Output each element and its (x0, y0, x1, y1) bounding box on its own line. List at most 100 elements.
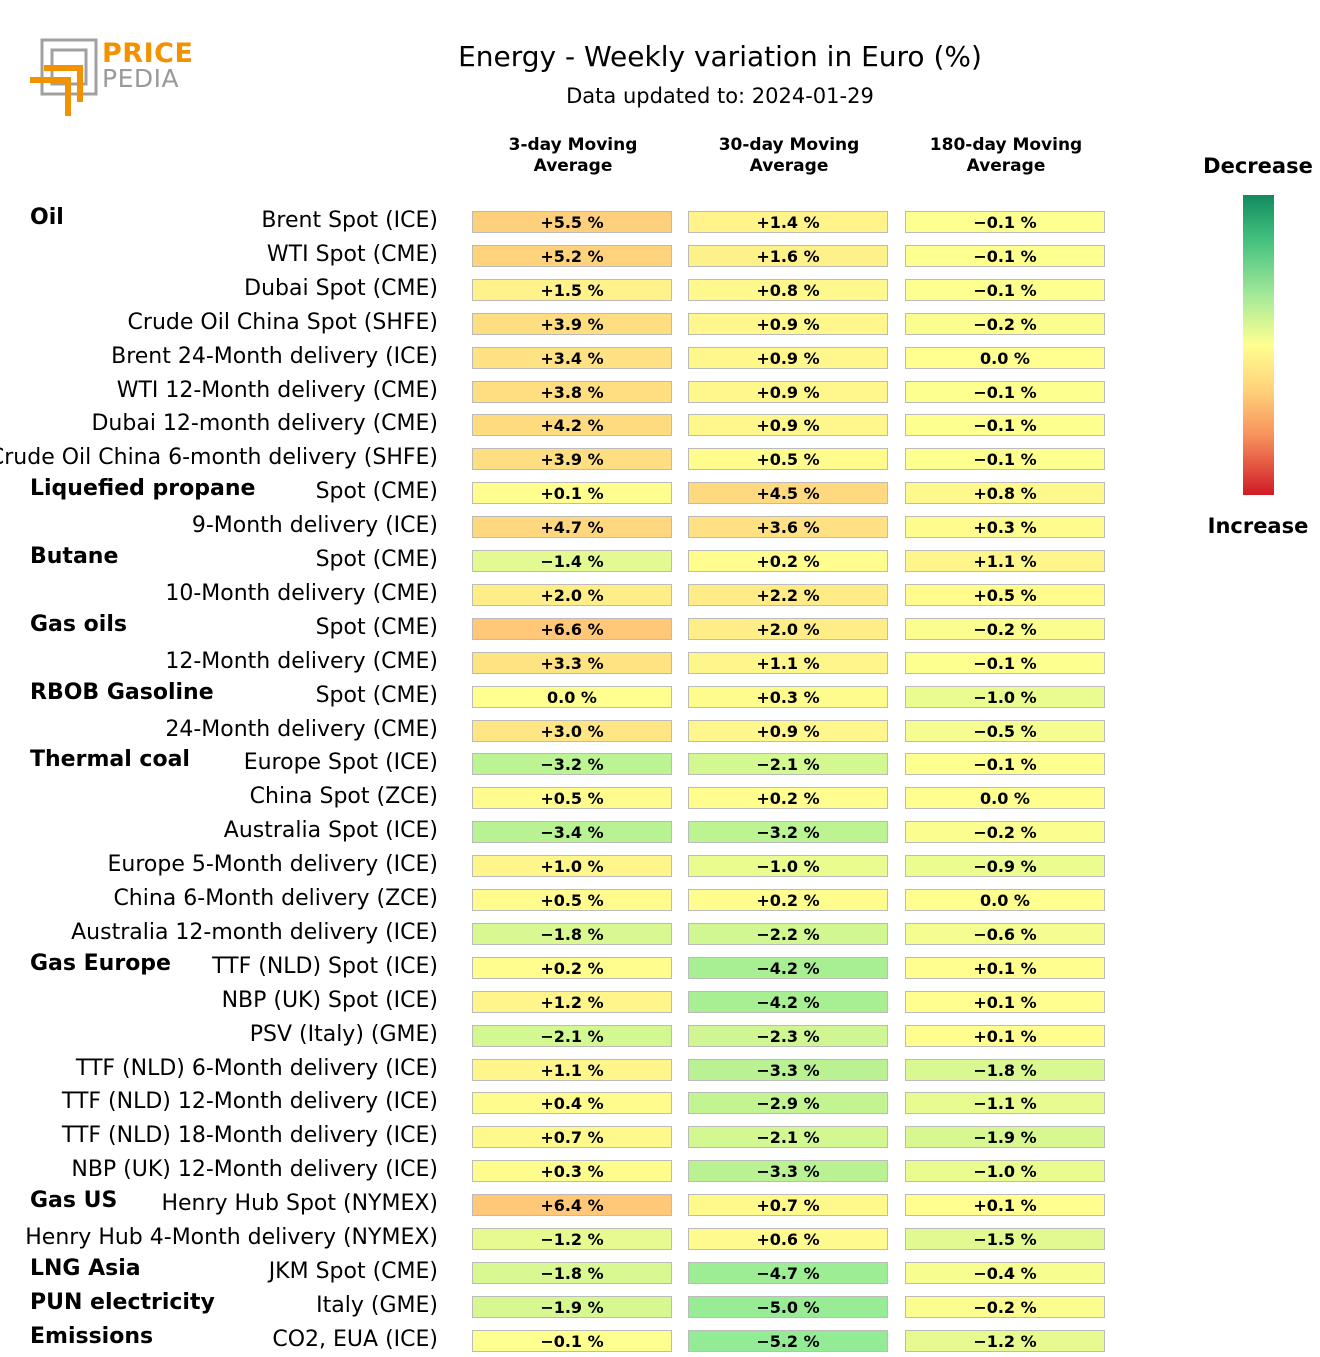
row-label: Australia 12-month delivery (ICE) (71, 919, 438, 945)
value-cell: −0.1 % (905, 211, 1105, 233)
logo-text-price: PRICE (102, 38, 194, 69)
value-cell: +0.6 % (688, 1228, 888, 1250)
row-label: Henry Hub 4-Month delivery (NYMEX) (25, 1225, 438, 1250)
row-label: WTI 12-Month delivery (CME) (116, 377, 438, 403)
row-label: Europe 5-Month delivery (ICE) (107, 852, 439, 878)
value-cell: +1.6 % (688, 244, 888, 267)
value-cell: −3.2 % (472, 753, 672, 776)
value-cell: −3.4 % (472, 821, 672, 844)
value-cell: −0.2 % (905, 312, 1105, 335)
value-cell: −1.5 % (905, 1228, 1105, 1250)
value-cell: −1.0 % (905, 685, 1105, 708)
value-cell: −0.6 % (905, 922, 1105, 945)
value-cell: +1.1 % (472, 1058, 672, 1081)
value-cell: +0.9 % (688, 380, 888, 403)
value-cell: −0.4 % (905, 1261, 1105, 1284)
value-cell: −2.2 % (688, 922, 888, 945)
value-cell: −1.0 % (688, 855, 888, 878)
value-cell: −0.2 % (905, 617, 1105, 640)
value-cell: −0.2 % (905, 821, 1105, 844)
value-cell: −0.1 % (905, 651, 1105, 674)
row-label: Italy (GME) (316, 1292, 438, 1318)
row-label: WTI Spot (CME) (266, 241, 438, 267)
group-label: LNG Asia (30, 1255, 141, 1281)
group-label: Thermal coal (30, 747, 190, 773)
legend-color-scale (1243, 195, 1274, 495)
value-cell: +6.4 % (472, 1194, 672, 1217)
value-cell: −0.1 % (905, 244, 1105, 267)
row-label: 10-Month delivery (CME) (165, 580, 438, 606)
value-cell: +0.2 % (688, 550, 888, 572)
value-cell: −3.2 % (688, 821, 888, 844)
value-cell: +0.9 % (688, 414, 888, 437)
value-cell: +0.3 % (688, 685, 888, 708)
value-cell: 0.0 % (472, 685, 672, 708)
column-header-180day: 180-day Moving Average (929, 135, 1083, 176)
value-cell: −1.1 % (905, 1092, 1105, 1115)
value-cell: −4.7 % (688, 1261, 888, 1284)
row-label: Spot (CME) (315, 479, 438, 505)
row-label: NBP (UK) Spot (ICE) (221, 987, 438, 1013)
value-cell: +2.0 % (688, 617, 888, 640)
value-cell: −3.3 % (688, 1160, 888, 1183)
group-label: PUN electricity (30, 1289, 215, 1315)
value-cell: 0.0 % (905, 346, 1105, 369)
row-label: CO2, EUA (ICE) (272, 1326, 438, 1352)
row-label: PSV (Italy) (GME) (249, 1021, 438, 1047)
value-cell: −0.1 % (472, 1329, 672, 1352)
value-cell: +0.9 % (688, 346, 888, 369)
row-label: China 6-Month delivery (ZCE) (113, 886, 438, 911)
value-cell: −0.2 % (905, 1295, 1105, 1318)
row-label: China Spot (ZCE) (249, 784, 438, 810)
value-cell: −2.1 % (688, 753, 888, 776)
value-cell: +0.9 % (688, 719, 888, 742)
value-cell: +0.4 % (472, 1092, 672, 1115)
group-label: Oil (30, 205, 64, 230)
value-cell: +0.1 % (905, 1194, 1105, 1217)
value-cell: −1.8 % (472, 922, 672, 945)
value-cell: +1.4 % (688, 211, 888, 233)
row-label: Henry Hub Spot (NYMEX) (161, 1191, 438, 1217)
row-label: JKM Spot (CME) (268, 1258, 438, 1284)
value-cell: −0.1 % (905, 278, 1105, 301)
value-cell: −4.2 % (688, 956, 888, 979)
value-cell: −0.1 % (905, 753, 1105, 776)
value-cell: −3.3 % (688, 1058, 888, 1081)
value-cell: +0.3 % (472, 1160, 672, 1183)
group-label: Emissions (30, 1323, 154, 1349)
value-cell: +0.1 % (905, 1024, 1105, 1047)
row-label: Crude Oil China Spot (SHFE) (127, 309, 438, 335)
value-cell: +0.7 % (688, 1194, 888, 1217)
value-cell: +3.4 % (472, 346, 672, 369)
value-cell: +1.5 % (472, 278, 672, 301)
column-header-30day: 30-day Moving Average (718, 135, 860, 176)
value-cell: +0.7 % (472, 1126, 672, 1149)
value-cell: −1.8 % (905, 1058, 1105, 1081)
row-label: Brent 24-Month delivery (ICE) (111, 343, 438, 369)
value-cell: −4.2 % (688, 990, 888, 1013)
row-label: TTF (NLD) 18-Month delivery (ICE) (61, 1123, 438, 1149)
row-label: Spot (CME) (315, 547, 438, 572)
chart-subtitle: Data updated to: 2024-01-29 (566, 84, 874, 108)
row-label: Dubai Spot (CME) (244, 275, 438, 301)
row-label: 9-Month delivery (ICE) (191, 513, 438, 539)
value-cell: +2.0 % (472, 583, 672, 606)
legend-decrease-label: Decrease (1203, 154, 1313, 178)
group-label: Butane (30, 544, 119, 569)
chart-title: Energy - Weekly variation in Euro (%) (458, 40, 982, 73)
row-label: TTF (NLD) 12-Month delivery (ICE) (61, 1089, 438, 1115)
legend-increase-label: Increase (1207, 514, 1309, 538)
value-cell: −0.1 % (905, 380, 1105, 403)
value-cell: +1.1 % (905, 550, 1105, 572)
value-cell: +0.2 % (688, 787, 888, 810)
row-label: Crude Oil China 6-month delivery (SHFE) (0, 445, 438, 471)
row-label: Dubai 12-month delivery (CME) (91, 411, 438, 437)
row-label: Europe Spot (ICE) (243, 750, 438, 776)
value-cell: +0.1 % (905, 990, 1105, 1013)
value-cell: +5.5 % (472, 211, 672, 233)
value-cell: +0.3 % (905, 516, 1105, 539)
value-cell: −2.3 % (688, 1024, 888, 1047)
row-label: Australia Spot (ICE) (223, 818, 438, 844)
value-cell: −1.8 % (472, 1261, 672, 1284)
row-label: Spot (CME) (315, 614, 438, 640)
